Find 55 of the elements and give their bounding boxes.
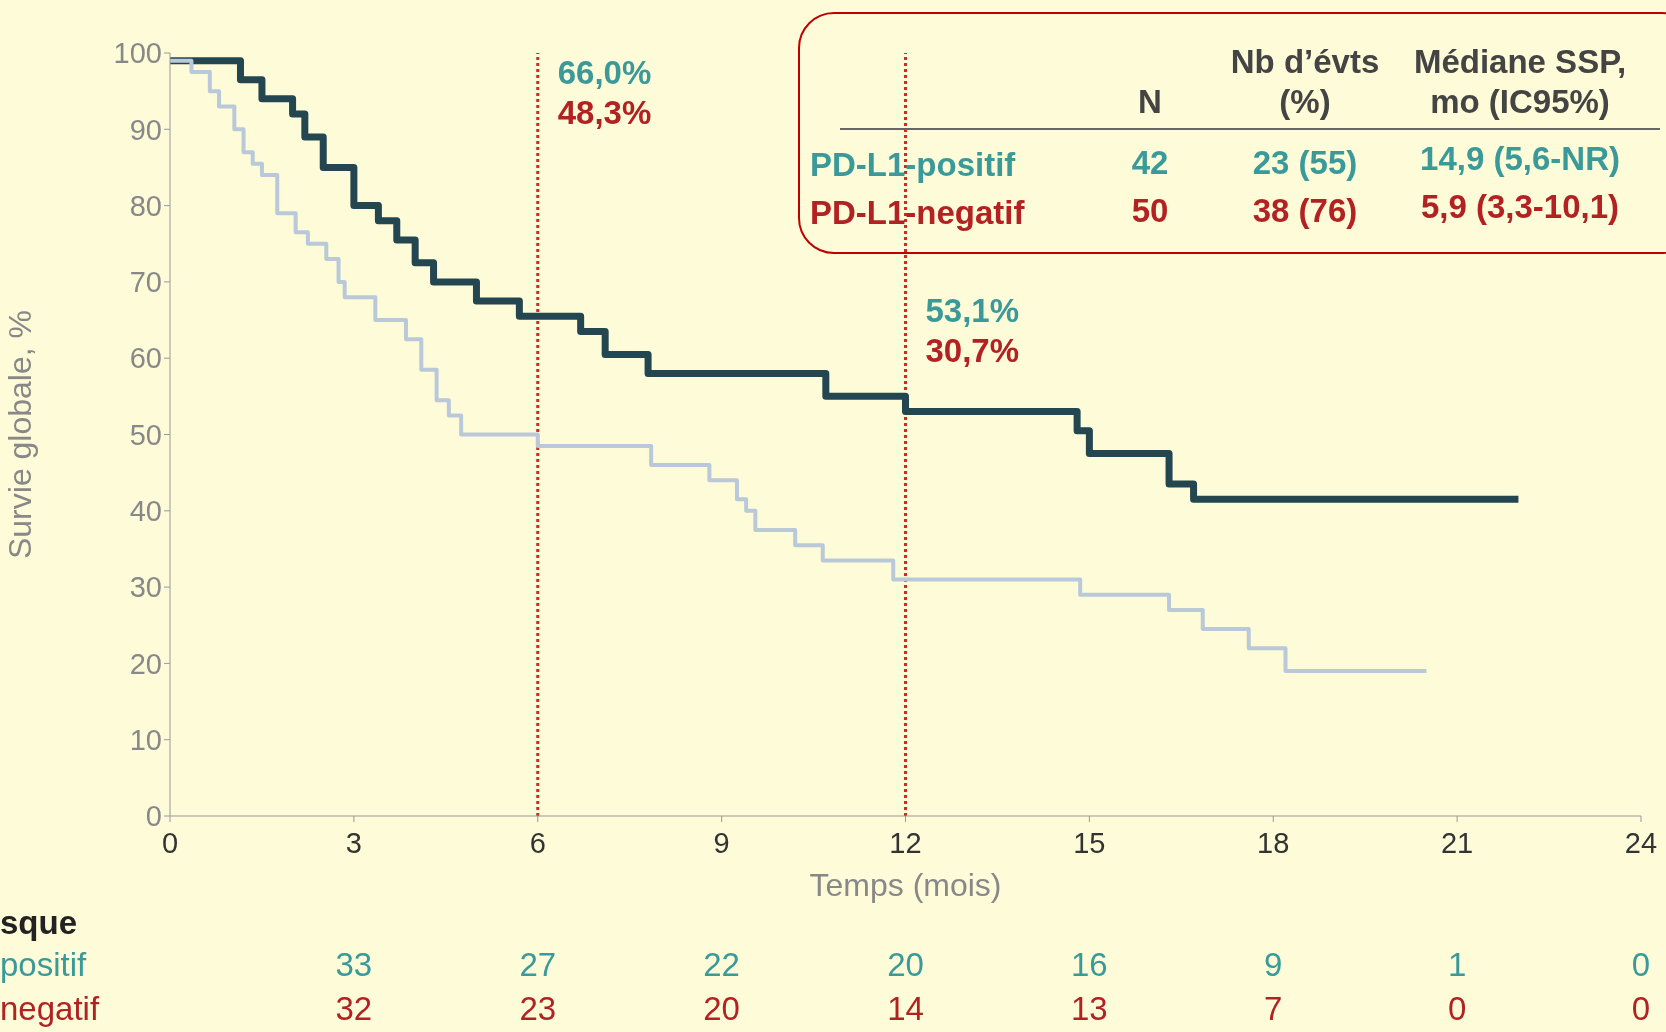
x-tick-label: 12 — [889, 826, 922, 859]
text: 9 — [1264, 946, 1283, 983]
text: 33 — [335, 946, 373, 983]
x-tick-label: 24 — [1624, 826, 1658, 859]
annotation: 48,3% — [557, 93, 652, 131]
y-tick-label: 20 — [129, 647, 162, 680]
text: 23 — [519, 990, 557, 1027]
text: 20 — [703, 990, 740, 1027]
text: 16 — [1071, 946, 1108, 983]
y-tick-label: 70 — [129, 266, 162, 299]
y-tick-label: 80 — [129, 189, 162, 222]
text: 38 (76) — [1252, 192, 1358, 229]
annotation: 66,0% — [557, 53, 652, 91]
category-label: Nb d’évts (%) — [1229, 42, 1381, 122]
text: 50 — [1131, 192, 1169, 229]
annotation: 53,1% — [925, 291, 1020, 329]
y-tick-label: 50 — [129, 418, 162, 451]
x-axis-title: Temps (mois) — [809, 867, 1002, 903]
text: 23 (55) — [1252, 144, 1358, 181]
category-label: positif — [0, 946, 87, 983]
y-axis-title: Survie globale, % — [2, 309, 39, 560]
text: 32 — [335, 990, 373, 1027]
text: 1 — [1447, 946, 1467, 983]
x-tick-label: 9 — [713, 826, 730, 859]
category-label: N — [1137, 82, 1163, 122]
text: 0 — [1447, 990, 1467, 1027]
x-tick-label: 6 — [529, 826, 546, 859]
y-tick-label: 90 — [129, 113, 162, 146]
x-tick-label: 3 — [345, 826, 362, 859]
text: sque — [0, 904, 78, 942]
text: 0 — [1631, 946, 1651, 983]
text: 22 — [703, 946, 740, 983]
y-tick-label: 40 — [129, 495, 162, 528]
category-label: PD-L1-positif — [810, 146, 1016, 183]
y-tick-label: 30 — [129, 571, 162, 604]
y-tick-label: 10 — [129, 723, 162, 756]
text: 27 — [519, 946, 557, 983]
x-tick-label: 18 — [1257, 826, 1290, 859]
text: 0 — [1631, 990, 1651, 1027]
annotation: 30,7% — [925, 331, 1020, 369]
y-tick-label: 0 — [145, 800, 162, 833]
text: 14 — [887, 990, 924, 1027]
category-label: negatif — [0, 990, 100, 1027]
category-label: PD-L1-negatif — [810, 194, 1025, 231]
text: 13 — [1071, 990, 1108, 1027]
x-tick-label: 21 — [1440, 826, 1474, 859]
x-tick-label: 15 — [1073, 826, 1106, 859]
y-tick-label: 60 — [129, 342, 162, 375]
text: 20 — [887, 946, 924, 983]
y-tick-label: 100 — [113, 37, 162, 70]
text: 42 — [1131, 144, 1169, 181]
text: 5,9 (3,3-10,1) — [1420, 188, 1620, 225]
category-label: Médiane SSP, mo (IC95%) — [1412, 42, 1628, 122]
text: 7 — [1264, 990, 1283, 1027]
text: 14,9 (5,6-NR) — [1420, 140, 1620, 177]
